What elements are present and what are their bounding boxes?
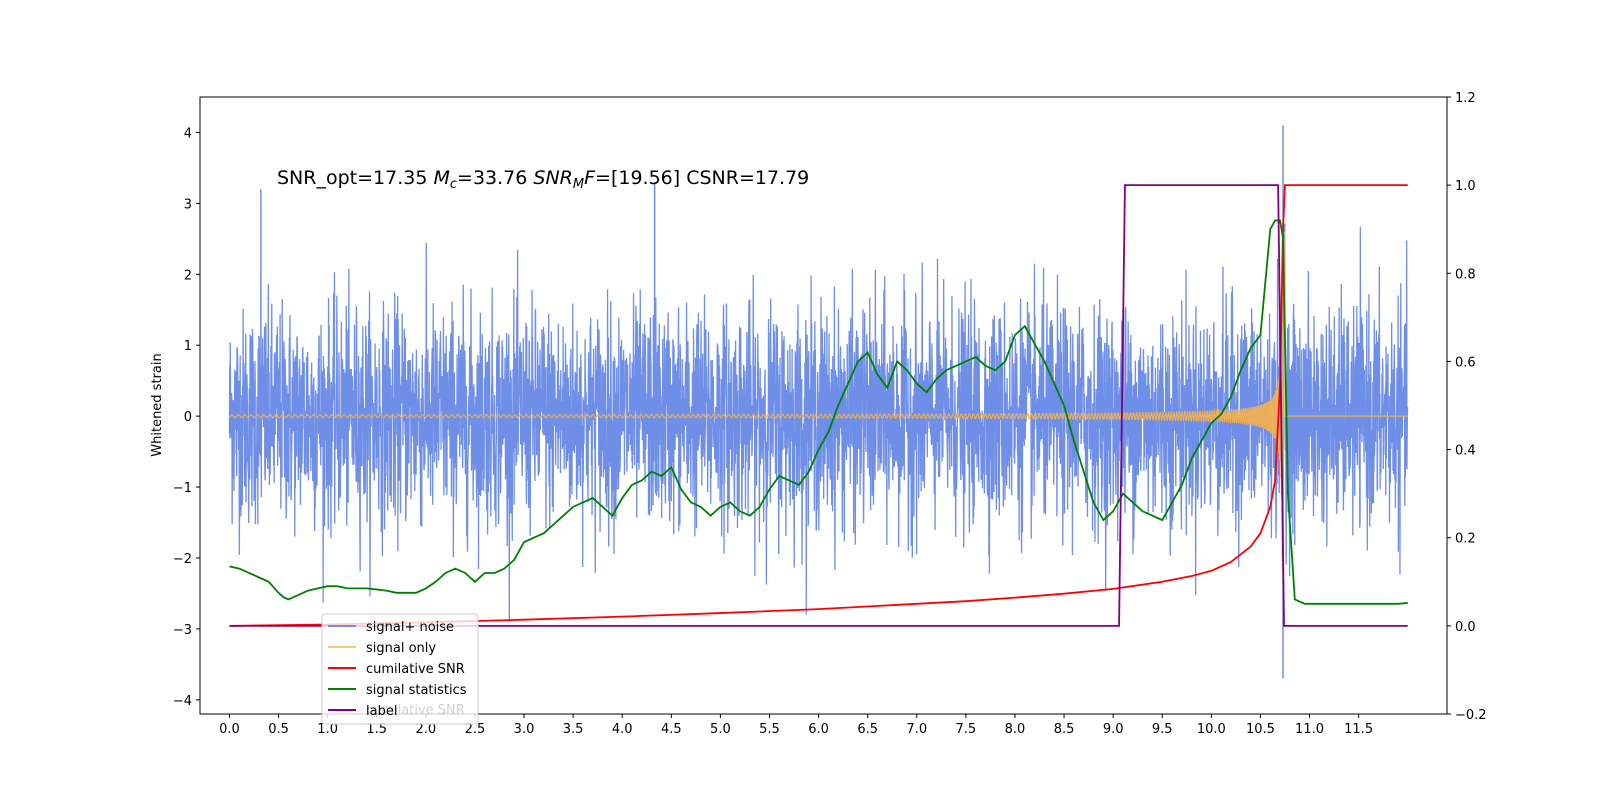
signal-statistics-line [229, 219, 1408, 605]
axes-ticks: 0.0 0.5 1.0 1.5 2.0 2.5 3.0 3.5 4.0 4.5 5.0 5.5 6.0 6… [173, 91, 1487, 737]
x-tick-label: 11.0 [1295, 722, 1324, 737]
x-tick-label: 3.5 [563, 722, 584, 737]
snr-annotation: SNR_opt=17.35 Mc=33.76 SNRMF=[19.56] CSN… [277, 167, 809, 192]
y-left-tick-label: −1 [173, 481, 192, 496]
annotation-prefix: SNR_opt=17.35 [277, 167, 433, 189]
x-tick-label: 7.5 [956, 722, 977, 737]
x-tick-label: 10.5 [1246, 722, 1275, 737]
y-right-tick-label: 0.0 [1455, 620, 1476, 635]
x-tick-label: 2.5 [465, 722, 486, 737]
y-right-tick-label: 1.2 [1455, 91, 1476, 106]
x-tick-label: 9.5 [1152, 722, 1173, 737]
legend-entries: signal+ noise signal only cumilative SNR si… [328, 620, 467, 719]
x-tick-label: 6.0 [808, 722, 829, 737]
legend-label: cumilative SNR [366, 662, 465, 677]
x-tick-label: 1.5 [366, 722, 387, 737]
x-tick-label: 2.0 [415, 722, 436, 737]
annotation-mc-sub: c [450, 177, 457, 192]
y-right-tick-label: 0.8 [1455, 267, 1476, 282]
x-tick-label: 6.5 [857, 722, 878, 737]
y-right-tick-label: 1.0 [1455, 179, 1476, 194]
annotation-mc-symbol: M [433, 167, 449, 189]
x-tick-label: 5.0 [710, 722, 731, 737]
y-left-tick-label: −4 [173, 694, 192, 709]
y-right-tick-label: 0.6 [1455, 355, 1476, 370]
legend-label: label [366, 704, 397, 719]
annotation-snr-symbol: SNR [533, 167, 572, 189]
y-left-tick-label: 3 [184, 197, 192, 212]
y-right-tick-label: −0.2 [1455, 708, 1487, 723]
x-tick-label: 4.0 [612, 722, 633, 737]
legend-box [321, 613, 479, 725]
y-left-tick-label: 2 [184, 268, 192, 283]
legend-label: signal only [366, 641, 436, 656]
legend: cumilative SNR signal+ noise signal only c… [321, 613, 479, 725]
series-group [228, 125, 1409, 679]
legend-label: signal+ noise [366, 620, 454, 635]
x-tick-label: 11.5 [1344, 722, 1373, 737]
x-tick-label: 8.0 [1005, 722, 1026, 737]
annotation-mc-value: =33.76 [457, 167, 533, 189]
x-tick-label: 3.0 [514, 722, 535, 737]
x-tick-label: 0.5 [268, 722, 289, 737]
x-tick-label: 8.5 [1054, 722, 1075, 737]
cumilative-snr-line [229, 184, 1408, 627]
x-tick-label: 10.0 [1197, 722, 1226, 737]
x-tick-label: 4.5 [661, 722, 682, 737]
y-left-tick-label: 4 [184, 126, 192, 141]
y-right-tick-label: 0.4 [1455, 444, 1476, 459]
x-tick-label: 1.0 [317, 722, 338, 737]
y-left-tick-label: −2 [173, 552, 192, 567]
y-right-tick-label: 0.2 [1455, 532, 1476, 547]
x-tick-label: 5.5 [759, 722, 780, 737]
plot-area [228, 125, 1409, 679]
y-left-tick-label: 1 [184, 339, 192, 354]
annotation-f-symbol: F [584, 167, 596, 189]
y-left-tick-label: 0 [184, 410, 192, 425]
annotation-snr-value: =[19.56] CSNR=17.79 [595, 167, 809, 189]
label-line [229, 184, 1408, 627]
signal-only-line [229, 232, 1408, 574]
annotation-snr-sub: M [573, 177, 584, 192]
legend-ghost-text: cumilative SNR [366, 703, 465, 718]
y-left-tick-label: −3 [173, 623, 192, 638]
x-tick-label: 7.0 [906, 722, 927, 737]
x-tick-label: 0.0 [219, 722, 240, 737]
legend-label: signal statistics [366, 683, 467, 698]
x-tick-label: 9.0 [1103, 722, 1124, 737]
axes-frame [199, 96, 1448, 715]
y-axis-label: Whitened strain [150, 353, 165, 456]
signal-noise-line [228, 224, 1409, 622]
